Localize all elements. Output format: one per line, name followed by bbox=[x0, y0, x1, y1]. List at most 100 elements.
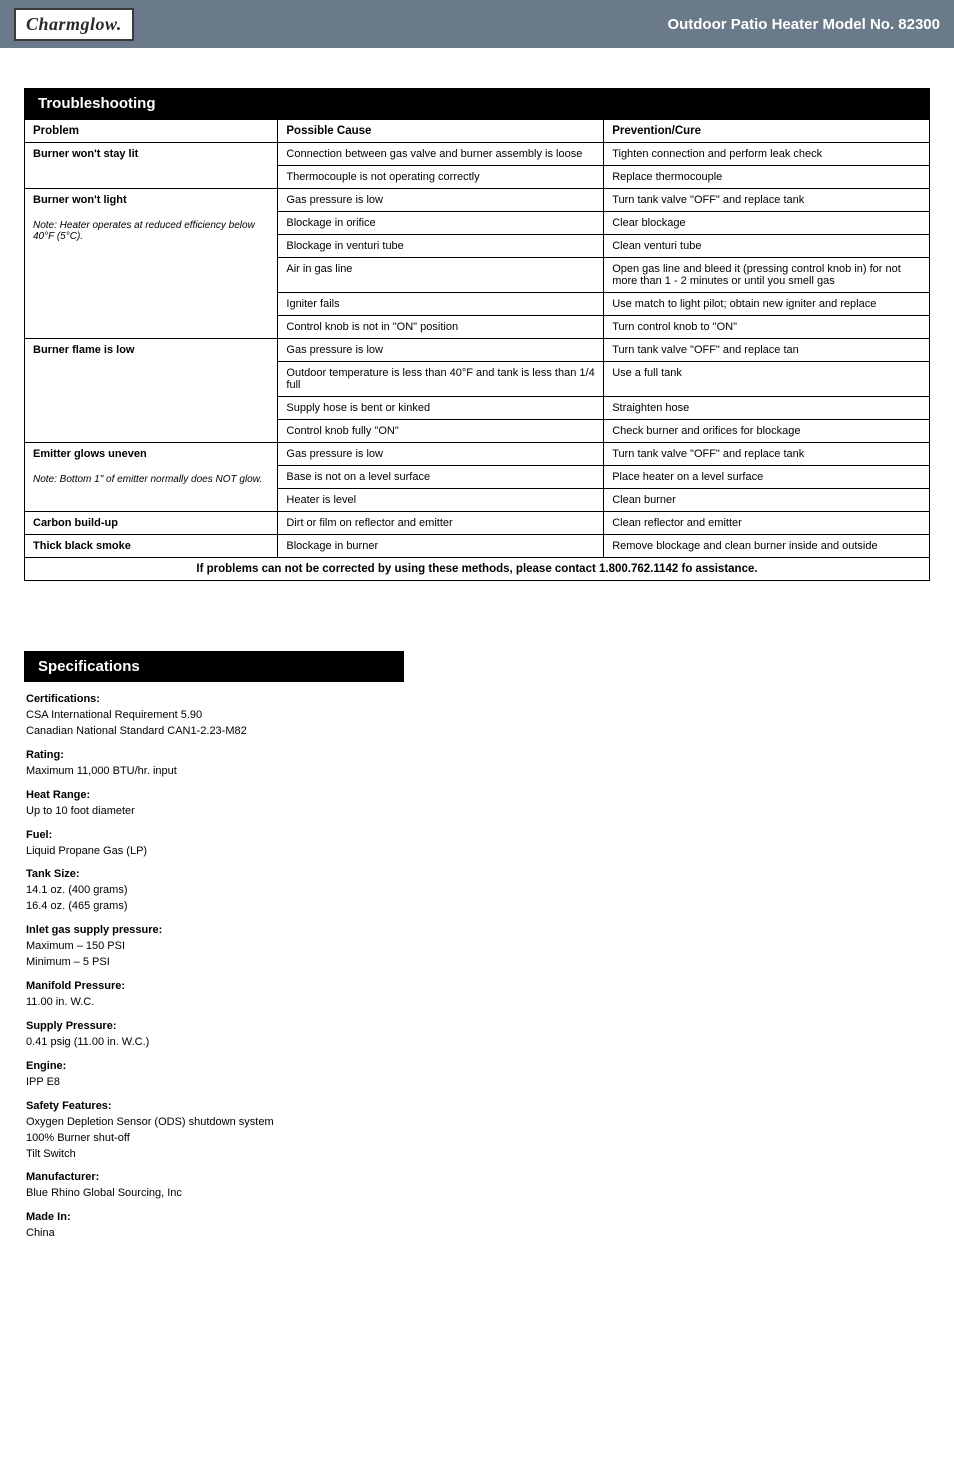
spec-line: Blue Rhino Global Sourcing, Inc bbox=[26, 1186, 928, 1202]
cause-cell: Blockage in venturi tube bbox=[278, 235, 604, 258]
cause-cell: Control knob is not in "ON" position bbox=[278, 316, 604, 339]
cause-cell: Gas pressure is low bbox=[278, 443, 604, 466]
cure-cell: Place heater on a level surface bbox=[604, 466, 930, 489]
spec-item: Manufacturer:Blue Rhino Global Sourcing,… bbox=[26, 1170, 928, 1202]
cure-cell: Clear blockage bbox=[604, 212, 930, 235]
spec-item: Rating:Maximum 11,000 BTU/hr. input bbox=[26, 748, 928, 780]
spec-label: Tank Size: bbox=[26, 867, 928, 883]
cause-cell: Gas pressure is low bbox=[278, 189, 604, 212]
cure-cell: Straighten hose bbox=[604, 397, 930, 420]
cure-cell: Clean reflector and emitter bbox=[604, 512, 930, 535]
table-footer-text: If problems can not be corrected by usin… bbox=[25, 558, 930, 581]
brand-logo-text: Charmglow. bbox=[26, 14, 122, 34]
header-bar: Charmglow. Outdoor Patio Heater Model No… bbox=[0, 0, 954, 48]
spec-item: Certifications:CSA International Require… bbox=[26, 692, 928, 740]
spec-line: CSA International Requirement 5.90 bbox=[26, 708, 928, 724]
problem-note: Note: Bottom 1" of emitter normally does… bbox=[33, 474, 269, 485]
spec-label: Made In: bbox=[26, 1210, 928, 1226]
spec-item: Inlet gas supply pressure:Maximum – 150 … bbox=[26, 923, 928, 971]
specifications-title: Specifications bbox=[24, 651, 404, 682]
spec-item: Safety Features:Oxygen Depletion Sensor … bbox=[26, 1099, 928, 1163]
troubleshooting-table: Problem Possible Cause Prevention/Cure B… bbox=[24, 119, 930, 581]
problem-cell: Burner won't stay lit bbox=[25, 143, 278, 189]
table-row: Burner flame is lowGas pressure is lowTu… bbox=[25, 339, 930, 362]
spec-label: Manufacturer: bbox=[26, 1170, 928, 1186]
col-cure: Prevention/Cure bbox=[604, 120, 930, 143]
table-header-row: Problem Possible Cause Prevention/Cure bbox=[25, 120, 930, 143]
cause-cell: Outdoor temperature is less than 40°F an… bbox=[278, 362, 604, 397]
specifications-section: Specifications Certifications:CSA Intern… bbox=[24, 651, 930, 1260]
cure-cell: Turn tank valve "OFF" and replace tank bbox=[604, 443, 930, 466]
problem-cell: Carbon build-up bbox=[25, 512, 278, 535]
spec-line: Oxygen Depletion Sensor (ODS) shutdown s… bbox=[26, 1115, 928, 1131]
spec-line: 14.1 oz. (400 grams) bbox=[26, 883, 928, 899]
spec-item: Fuel:Liquid Propane Gas (LP) bbox=[26, 828, 928, 860]
spec-label: Fuel: bbox=[26, 828, 928, 844]
spec-line: 11.00 in. W.C. bbox=[26, 995, 928, 1011]
spec-item: Tank Size:14.1 oz. (400 grams)16.4 oz. (… bbox=[26, 867, 928, 915]
spec-label: Safety Features: bbox=[26, 1099, 928, 1115]
cure-cell: Tighten connection and perform leak chec… bbox=[604, 143, 930, 166]
page-content: Troubleshooting Problem Possible Cause P… bbox=[0, 48, 954, 1284]
cure-cell: Replace thermocouple bbox=[604, 166, 930, 189]
spec-item: Heat Range:Up to 10 foot diameter bbox=[26, 788, 928, 820]
cure-cell: Check burner and orifices for blockage bbox=[604, 420, 930, 443]
specifications-body: Certifications:CSA International Require… bbox=[24, 682, 930, 1260]
spec-line: 16.4 oz. (465 grams) bbox=[26, 899, 928, 915]
spec-item: Made In:China bbox=[26, 1210, 928, 1242]
spec-line: 0.41 psig (11.00 in. W.C.) bbox=[26, 1035, 928, 1051]
problem-cell: Emitter glows unevenNote: Bottom 1" of e… bbox=[25, 443, 278, 512]
cure-cell: Use a full tank bbox=[604, 362, 930, 397]
cause-cell: Dirt or film on reflector and emitter bbox=[278, 512, 604, 535]
spec-line: Tilt Switch bbox=[26, 1147, 928, 1163]
spec-line: IPP E8 bbox=[26, 1075, 928, 1091]
table-footer-row: If problems can not be corrected by usin… bbox=[25, 558, 930, 581]
cure-cell: Turn tank valve "OFF" and replace tan bbox=[604, 339, 930, 362]
cause-cell: Heater is level bbox=[278, 489, 604, 512]
spec-label: Heat Range: bbox=[26, 788, 928, 804]
cause-cell: Gas pressure is low bbox=[278, 339, 604, 362]
spec-line: Maximum – 150 PSI bbox=[26, 939, 928, 955]
cause-cell: Blockage in burner bbox=[278, 535, 604, 558]
brand-logo: Charmglow. bbox=[14, 8, 134, 41]
cure-cell: Remove blockage and clean burner inside … bbox=[604, 535, 930, 558]
spec-line: China bbox=[26, 1226, 928, 1242]
cause-cell: Base is not on a level surface bbox=[278, 466, 604, 489]
table-row: Thick black smokeBlockage in burnerRemov… bbox=[25, 535, 930, 558]
spec-label: Supply Pressure: bbox=[26, 1019, 928, 1035]
table-row: Emitter glows unevenNote: Bottom 1" of e… bbox=[25, 443, 930, 466]
spec-line: Maximum 11,000 BTU/hr. input bbox=[26, 764, 928, 780]
cause-cell: Connection between gas valve and burner … bbox=[278, 143, 604, 166]
cause-cell: Igniter fails bbox=[278, 293, 604, 316]
spec-line: Up to 10 foot diameter bbox=[26, 804, 928, 820]
cure-cell: Clean venturi tube bbox=[604, 235, 930, 258]
table-row: Carbon build-upDirt or film on reflector… bbox=[25, 512, 930, 535]
cure-cell: Open gas line and bleed it (pressing con… bbox=[604, 258, 930, 293]
cure-cell: Turn tank valve "OFF" and replace tank bbox=[604, 189, 930, 212]
table-row: Burner won't stay litConnection between … bbox=[25, 143, 930, 166]
spec-item: Engine:IPP E8 bbox=[26, 1059, 928, 1091]
cure-cell: Turn control knob to "ON" bbox=[604, 316, 930, 339]
header-model-text: Outdoor Patio Heater Model No. 82300 bbox=[667, 16, 940, 33]
spec-line: Canadian National Standard CAN1-2.23-M82 bbox=[26, 724, 928, 740]
spec-label: Certifications: bbox=[26, 692, 928, 708]
spec-label: Inlet gas supply pressure: bbox=[26, 923, 928, 939]
cure-cell: Clean burner bbox=[604, 489, 930, 512]
spec-item: Manifold Pressure:11.00 in. W.C. bbox=[26, 979, 928, 1011]
spec-line: 100% Burner shut-off bbox=[26, 1131, 928, 1147]
spec-item: Supply Pressure:0.41 psig (11.00 in. W.C… bbox=[26, 1019, 928, 1051]
problem-cell: Burner flame is low bbox=[25, 339, 278, 443]
cause-cell: Control knob fully "ON" bbox=[278, 420, 604, 443]
problem-note: Note: Heater operates at reduced efficie… bbox=[33, 220, 269, 242]
cause-cell: Air in gas line bbox=[278, 258, 604, 293]
col-problem: Problem bbox=[25, 120, 278, 143]
problem-cell: Thick black smoke bbox=[25, 535, 278, 558]
spec-label: Manifold Pressure: bbox=[26, 979, 928, 995]
spec-label: Rating: bbox=[26, 748, 928, 764]
col-cause: Possible Cause bbox=[278, 120, 604, 143]
cause-cell: Blockage in orifice bbox=[278, 212, 604, 235]
troubleshooting-title: Troubleshooting bbox=[24, 88, 930, 119]
spec-line: Liquid Propane Gas (LP) bbox=[26, 844, 928, 860]
table-row: Burner won't lightNote: Heater operates … bbox=[25, 189, 930, 212]
problem-cell: Burner won't lightNote: Heater operates … bbox=[25, 189, 278, 339]
